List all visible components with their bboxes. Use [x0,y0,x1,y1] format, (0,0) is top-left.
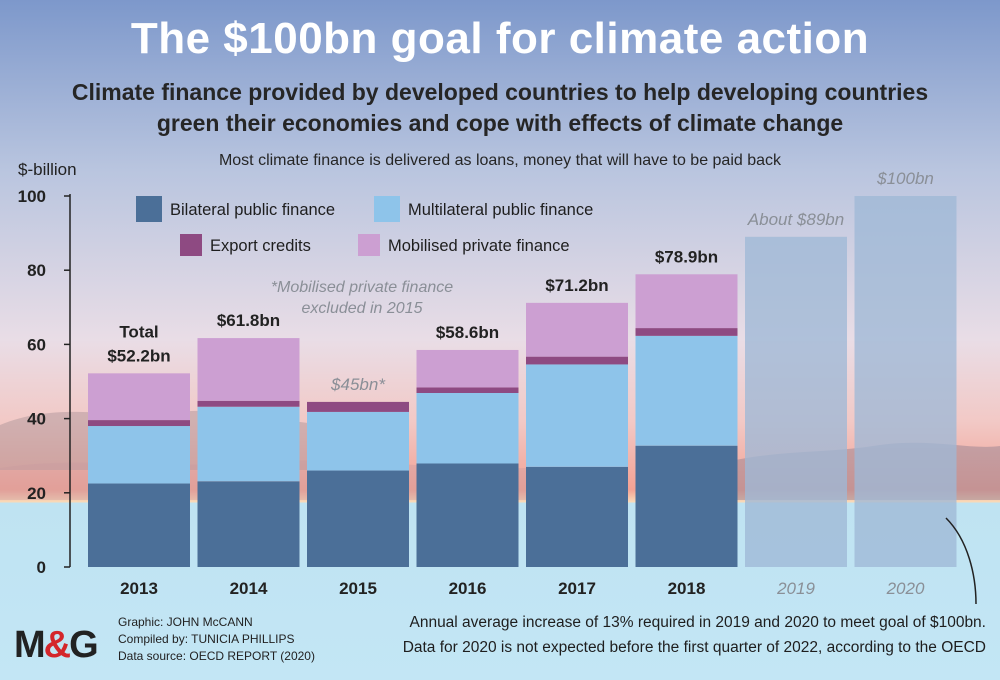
logo-ampersand: & [43,624,71,666]
y-tick-label-40: 40 [27,410,46,429]
bar-segment-2016-private [416,349,519,388]
bar-segment-2017-multilateral [526,364,628,467]
bar-segment-2013-multilateral [88,426,190,484]
y-tick-label-100: 100 [18,187,46,206]
x-tick-label-2014: 2014 [230,579,268,598]
x-tick-label-2015: 2015 [339,579,377,598]
y-axis-title: $-billion [18,160,77,179]
footnote-line-2: Data for 2020 is not expected before the… [402,639,986,656]
bar-segment-2014-multilateral [197,406,300,482]
bar-segment-2018-multilateral [635,335,738,446]
bar-segment-2015-export [307,401,409,412]
credit-compiled: Compiled by: TUNICIA PHILLIPS [118,632,295,646]
footnote-pointer-line [945,517,977,605]
x-tick-label-2019: 2019 [776,579,815,598]
credit-source: Data source: OECD REPORT (2020) [118,649,315,663]
legend-swatch-multilateral-public-finance [374,196,400,222]
credits-block: Graphic: JOHN McCANN Compiled by: TUNICI… [118,614,315,665]
total-label-2014: $61.8bn [217,311,280,330]
publisher-logo: M&G [14,624,99,667]
bar-segment-2017-private [526,302,628,357]
y-tick-label-0: 0 [37,558,46,577]
total-label-2016: $58.6bn [436,323,499,342]
legend-swatch-export-credits [180,234,202,256]
legend-label-export-credits: Export credits [210,237,311,255]
target-label-2020: $100bn [876,169,934,188]
bar-segment-2017-export [526,356,628,365]
bar-segment-2018-bilateral [635,445,738,567]
bar-segment-2015-bilateral [307,470,409,567]
footnote-line-1: Annual average increase of 13% required … [409,614,986,631]
legend-label-bilateral-public-finance: Bilateral public finance [170,201,335,219]
credit-graphic: Graphic: JOHN McCANN [118,615,253,629]
bar-segment-2016-export [416,387,519,394]
target-label-2019: About $89bn [747,210,844,229]
bar-segment-2013-bilateral [88,483,190,567]
x-tick-label-2013: 2013 [120,579,158,598]
bar-segment-2014-private [197,338,300,401]
total-label-2013-line-0: Total [119,322,158,341]
bar-segment-2013-private [88,373,190,421]
x-tick-label-2018: 2018 [668,579,706,598]
target-bar-2019 [745,236,847,567]
legend-label-multilateral-public-finance: Multilateral public finance [408,201,593,219]
chart-note: Most climate finance is delivered as loa… [218,152,782,169]
total-label-2015: $45bn* [330,375,386,394]
bar-segment-2018-export [635,328,738,336]
subtitle-line-2: green their economies and cope with effe… [156,110,844,136]
footnote: Annual average increase of 13% required … [403,610,986,660]
logo-letter-g: G [69,624,99,666]
bar-segment-2014-export [197,400,300,407]
legend-swatch-mobilised-private-finance [358,234,380,256]
subtitle-line-1: Climate finance provided by developed co… [71,79,929,105]
y-tick-label-80: 80 [27,261,46,280]
y-tick-label-20: 20 [27,484,46,503]
total-label-2013-line-1: $52.2bn [107,346,170,365]
bar-segment-2014-bilateral [197,481,300,567]
total-label-2017: $71.2bn [545,276,608,295]
x-tick-label-2020: 2020 [886,579,925,598]
bar-segment-2016-bilateral [416,463,519,567]
bar-segment-2015-multilateral [307,411,409,471]
total-label-2018: $78.9bn [655,247,718,266]
target-bar-2020 [854,196,957,567]
annotation-line-1: excluded in 2015 [302,300,423,317]
bar-segment-2017-bilateral [526,466,628,567]
bar-segment-2018-private [635,274,738,329]
chart-title: The $100bn goal for climate action [130,14,870,63]
legend-swatch-bilateral-public-finance [136,196,162,222]
legend-label-mobilised-private-finance: Mobilised private finance [388,237,570,255]
annotation-line-0: *Mobilised private finance [271,279,453,296]
y-tick-label-60: 60 [27,335,46,354]
bar-segment-2016-multilateral [416,393,519,464]
x-tick-label-2016: 2016 [449,579,487,598]
x-tick-label-2017: 2017 [558,579,596,598]
logo-letter-m: M [14,624,46,666]
bar-segment-2013-export [88,420,190,427]
